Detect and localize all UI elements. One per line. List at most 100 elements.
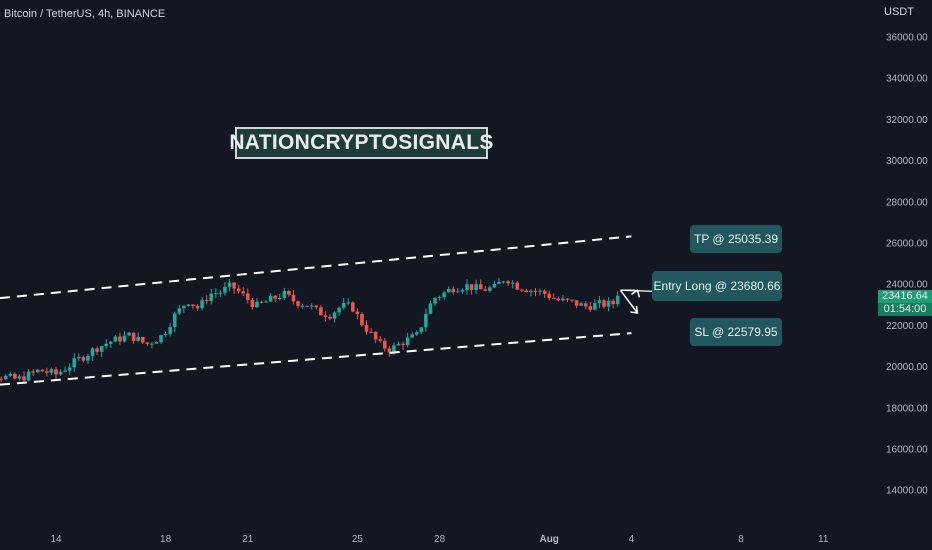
sl-callout[interactable]: SL @ 22579.95 [690, 318, 782, 346]
candle-body [588, 306, 593, 310]
level-arrows-layer [619, 289, 653, 314]
y-tick-label: 36000.00 [886, 33, 928, 44]
candle-body [446, 289, 451, 293]
countdown-tag: 01:54:00 [878, 303, 932, 316]
candle-body [501, 281, 506, 283]
candle-body [561, 298, 565, 301]
candle-body [529, 290, 533, 293]
candle-body [355, 311, 360, 315]
candle-body [483, 289, 488, 291]
candle-body [360, 314, 364, 326]
candle-body [602, 300, 606, 307]
candle-body [460, 290, 465, 292]
candle-body [204, 300, 209, 302]
candle-body [40, 369, 45, 372]
candle-body [200, 300, 204, 309]
candle-body [387, 348, 392, 353]
candle-body [140, 336, 145, 343]
candle-body [593, 303, 597, 310]
candle-body [136, 336, 140, 341]
watermark-text: NATIONCRYPTOSIGNALS [229, 131, 494, 154]
candle-body [8, 373, 13, 376]
candle-body [547, 293, 551, 298]
candle-body [319, 307, 323, 316]
candle-body [72, 358, 77, 368]
candle-body [611, 300, 615, 305]
candle-body [218, 292, 223, 294]
candle-body [3, 375, 8, 380]
candle-body [118, 336, 122, 342]
candle-body [542, 290, 547, 294]
candle-body [277, 297, 282, 299]
candle-body [346, 302, 351, 304]
candle-body [159, 335, 163, 342]
candle-body [86, 355, 90, 361]
candle-body [524, 290, 529, 293]
candle-body [246, 293, 250, 300]
y-tick-label: 26000.00 [886, 239, 928, 250]
candle-body [264, 301, 268, 303]
candle-body [67, 367, 72, 371]
candle-body [282, 291, 287, 298]
candle-body [551, 297, 556, 299]
currency-label[interactable]: USDT [884, 6, 914, 18]
y-tick-label: 22000.00 [886, 321, 928, 332]
candle-body [150, 343, 154, 345]
y-tick-label: 16000.00 [886, 445, 928, 456]
candle-body [49, 369, 54, 373]
symbol-title[interactable]: Bitcoin / TetherUS, 4h, BINANCE [4, 8, 166, 20]
candle-body [428, 303, 433, 314]
candle-body [515, 282, 520, 290]
candle-body [474, 284, 478, 291]
candle-body [451, 289, 456, 293]
y-tick-label: 14000.00 [886, 486, 928, 497]
x-tick-label: Aug [539, 534, 558, 545]
candle-body [533, 290, 538, 292]
sl-arrow-head [630, 305, 639, 314]
y-tick-label: 32000.00 [886, 115, 928, 126]
candle-body [373, 331, 378, 340]
x-tick-label: 18 [160, 534, 172, 545]
candle-body [314, 305, 319, 308]
candle-body [122, 335, 127, 342]
candle-body [31, 371, 35, 373]
y-tick-label: 28000.00 [886, 197, 928, 208]
candle-body [236, 288, 241, 292]
candles-layer [0, 278, 620, 383]
candle-body [172, 313, 177, 328]
candle-body [309, 305, 314, 307]
candle-body [492, 283, 497, 288]
candle-body [63, 370, 67, 372]
candle-body [35, 369, 40, 373]
candle-body [232, 282, 236, 289]
last-price-tag: 23416.64 [878, 290, 932, 303]
candle-body [378, 339, 383, 341]
candle-body [510, 282, 515, 284]
candle-body [250, 299, 255, 308]
x-tick-label: 21 [242, 534, 254, 545]
entry-callout[interactable]: Entry Long @ 23680.66 [652, 271, 782, 301]
watermark-box: NATIONCRYPTOSIGNALS [229, 127, 493, 159]
x-tick-label: 25 [352, 534, 364, 545]
candle-body [556, 298, 561, 301]
channel-lower-line [0, 332, 632, 386]
candle-body [182, 305, 186, 309]
candle-body [570, 299, 574, 301]
candle-body [81, 357, 86, 361]
candle-body [469, 284, 474, 291]
channel-layer [0, 235, 632, 386]
candle-body [0, 378, 3, 380]
candle-body [606, 300, 611, 307]
candle-body [104, 343, 109, 347]
candle-body [583, 303, 588, 307]
x-tick-label: 4 [629, 534, 635, 545]
time-axis: 14 18 21 25 28 Aug 4 8 11 [50, 534, 828, 545]
candle-body [259, 301, 264, 303]
candle-body [579, 303, 583, 306]
tp-callout[interactable]: TP @ 25035.39 [690, 225, 782, 253]
candle-body [186, 304, 191, 306]
candle-body [364, 325, 369, 332]
candle-body [337, 307, 341, 313]
